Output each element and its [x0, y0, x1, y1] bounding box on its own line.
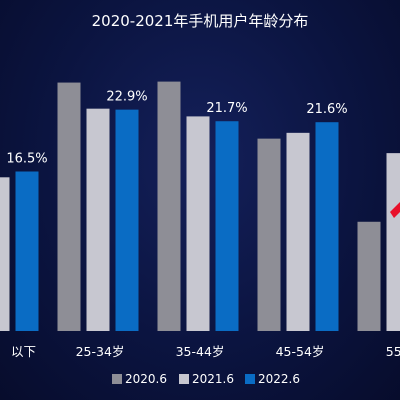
- bar-2020.6-55岁: [357, 221, 381, 331]
- bar-2022.6-45-54岁: [315, 122, 339, 331]
- bar-2021.6-以下: [0, 177, 10, 331]
- chart-title: 2020-2021年手机用户年龄分布: [92, 12, 309, 30]
- trend-arrow-annotation: [390, 202, 400, 218]
- bar-2022.6-35-44岁: [215, 121, 239, 331]
- bar-2021.6-35-44岁: [186, 116, 210, 332]
- legend: 2020.6 2021.6 2022.6: [112, 372, 300, 386]
- category-label: 25-34岁: [76, 344, 125, 359]
- legend-swatch: [179, 374, 189, 384]
- bar-2021.6-55岁: [386, 153, 400, 331]
- bars-layer: [0, 81, 400, 332]
- bar-2020.6-25-34岁: [57, 82, 81, 331]
- legend-label: 2022.6: [258, 372, 300, 386]
- legend-label: 2020.6: [125, 372, 167, 386]
- data-label: 22.9%: [106, 90, 147, 105]
- legend-swatch: [245, 374, 255, 384]
- bar-2022.6-以下: [15, 171, 39, 331]
- category-labels-layer: 以下 25-34岁 35-44岁 45-54岁 55岁: [11, 344, 400, 359]
- bar-2021.6-45-54岁: [286, 132, 310, 331]
- bar-2021.6-25-34岁: [86, 108, 110, 332]
- category-label: 45-54岁: [276, 344, 325, 359]
- data-label: 16.5%: [6, 152, 47, 167]
- data-label: 21.7%: [206, 101, 247, 116]
- category-label: 以下: [11, 344, 36, 359]
- category-label: 35-44岁: [176, 344, 225, 359]
- bar-2022.6-25-34岁: [115, 109, 139, 331]
- data-label: 21.6%: [306, 102, 347, 117]
- bar-2020.6-35-44岁: [157, 81, 181, 331]
- bar-2020.6-45-54岁: [257, 138, 281, 331]
- data-labels-layer: 16.5% 22.9% 21.7% 21.6%: [6, 90, 347, 167]
- legend-label: 2021.6: [192, 372, 234, 386]
- legend-swatch: [112, 374, 122, 384]
- annotation-layer: [390, 202, 400, 218]
- category-label: 55岁: [386, 344, 400, 359]
